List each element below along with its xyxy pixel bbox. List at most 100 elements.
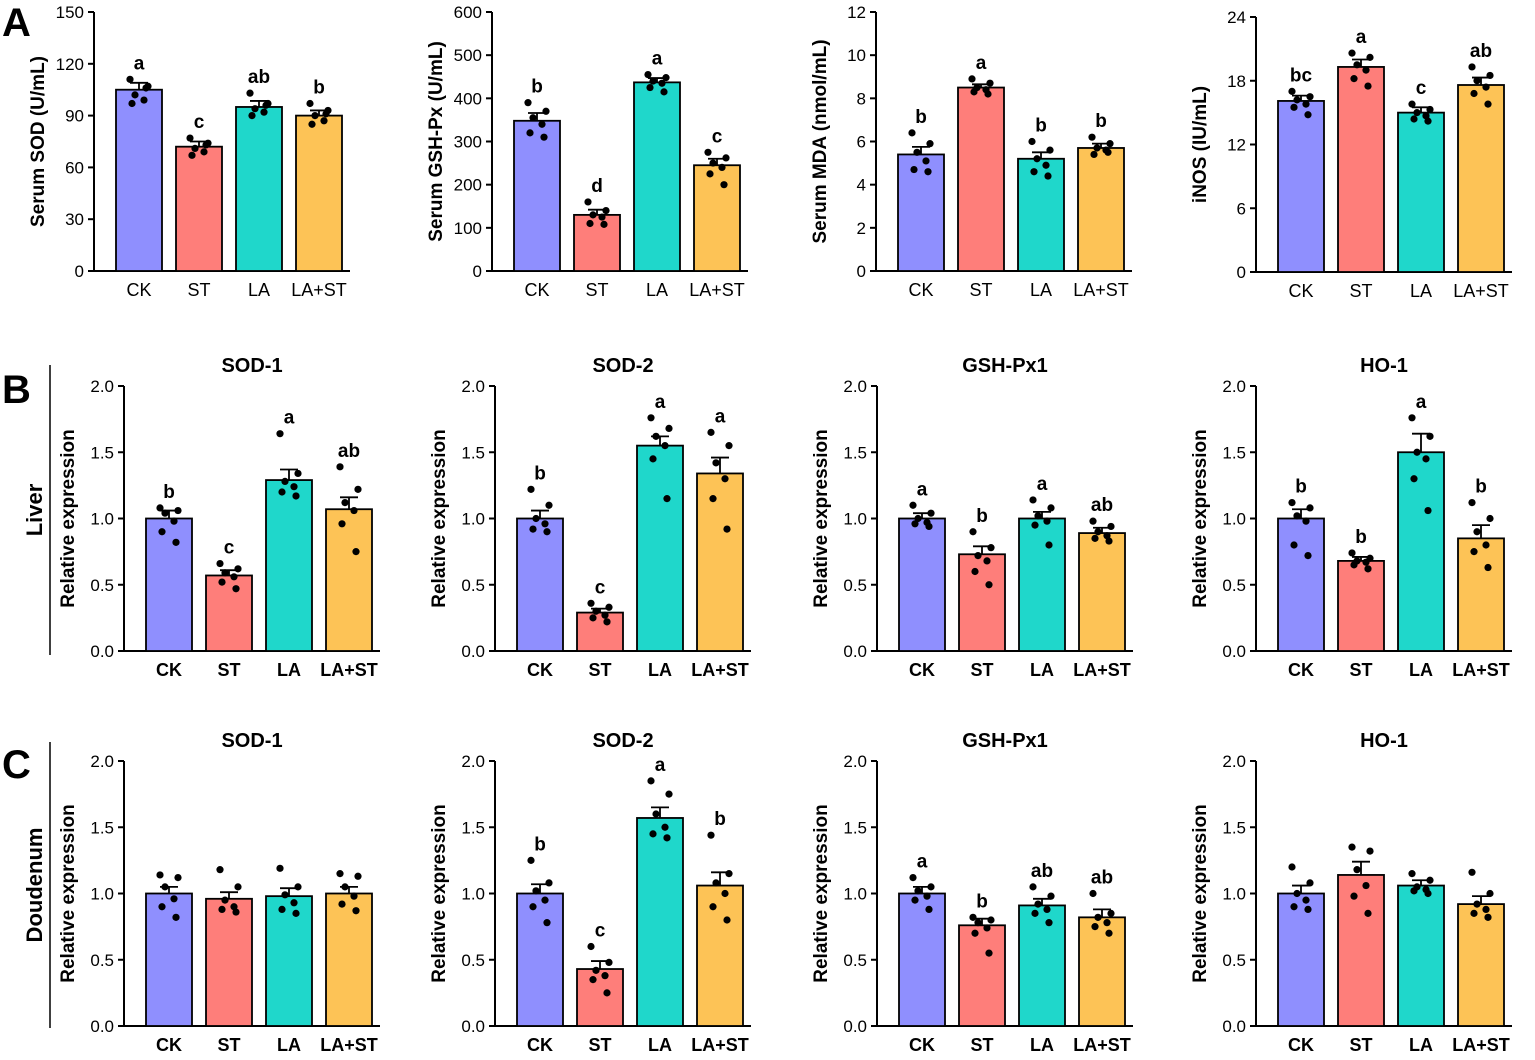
data-point xyxy=(526,129,534,137)
data-point xyxy=(908,129,916,137)
row-label-duodenum: Doudenum xyxy=(22,828,47,943)
data-point xyxy=(712,459,720,467)
bar-la-st xyxy=(325,508,373,652)
data-point xyxy=(1486,514,1494,523)
significance-letter: d xyxy=(591,176,603,197)
x-tick-label: CK xyxy=(1288,660,1314,680)
y-tick-label: 2.0 xyxy=(461,752,485,771)
data-point xyxy=(1288,863,1296,871)
significance-letter: ab xyxy=(1091,495,1113,516)
data-point xyxy=(1290,903,1298,911)
data-point xyxy=(1034,900,1042,908)
data-point xyxy=(1046,146,1054,154)
data-point xyxy=(251,105,259,113)
y-tick-label: 0.0 xyxy=(843,642,867,661)
significance-letter: b xyxy=(1355,527,1367,548)
data-point xyxy=(1089,889,1097,898)
bar-la-st xyxy=(1078,916,1126,1027)
data-point xyxy=(1033,155,1041,163)
data-point xyxy=(350,892,358,900)
y-tick-label: 8 xyxy=(857,89,866,108)
data-point xyxy=(974,919,982,927)
data-point xyxy=(1413,109,1421,117)
x-tick-label: CK xyxy=(909,1035,935,1055)
bar-st xyxy=(958,553,1006,652)
data-point xyxy=(529,114,537,122)
significance-letter: ab xyxy=(248,67,270,88)
data-point xyxy=(278,488,286,496)
data-point xyxy=(661,823,669,831)
data-point xyxy=(202,141,210,149)
data-point xyxy=(1413,448,1421,456)
data-point xyxy=(1043,517,1051,525)
bar-st xyxy=(1337,874,1385,1027)
data-point xyxy=(647,777,655,785)
y-tick-label: 2.0 xyxy=(461,377,485,396)
y-tick-label: 2 xyxy=(857,219,866,238)
data-point xyxy=(649,455,657,463)
data-point xyxy=(543,528,551,536)
chart-3: iNOS (IU/mL) 0 6 12 18 24 CK bc ST a LA c LA+ST ab xyxy=(1190,8,1512,301)
significance-letter: b xyxy=(1295,477,1307,498)
data-point xyxy=(984,90,992,98)
y-tick-label: 1.5 xyxy=(1222,443,1246,462)
data-point xyxy=(922,157,930,165)
data-point xyxy=(338,520,346,528)
y-tick-label: 1.0 xyxy=(461,885,485,904)
y-tick-label: 1.0 xyxy=(90,885,114,904)
bar-la-st xyxy=(1077,147,1125,272)
significance-letter: b xyxy=(915,107,927,128)
data-point xyxy=(1350,892,1358,900)
data-point xyxy=(601,611,609,619)
data-point xyxy=(336,870,344,878)
y-axis-label: Relative expression xyxy=(811,429,832,607)
bar-la xyxy=(265,479,313,652)
data-point xyxy=(1103,919,1111,927)
data-point xyxy=(603,989,611,997)
data-point xyxy=(721,475,729,483)
data-point xyxy=(1408,100,1416,108)
data-point xyxy=(603,618,611,626)
significance-letter: a xyxy=(1416,392,1427,413)
data-point xyxy=(909,501,917,509)
data-point xyxy=(589,976,597,984)
data-point xyxy=(1348,549,1356,557)
data-point xyxy=(1105,537,1113,545)
y-tick-label: 100 xyxy=(454,219,482,238)
x-tick-label: CK xyxy=(527,660,553,680)
x-tick-label: ST xyxy=(970,1035,993,1055)
significance-letter: b xyxy=(1095,111,1107,132)
data-point xyxy=(1424,506,1432,515)
x-tick-label: LA xyxy=(1409,660,1433,680)
data-point xyxy=(131,91,139,99)
data-point xyxy=(1047,504,1055,512)
significance-letter: ab xyxy=(1470,41,1492,62)
significance-letter: a xyxy=(652,49,663,70)
data-point xyxy=(725,442,733,450)
data-point xyxy=(1424,889,1432,898)
data-point xyxy=(658,79,666,87)
data-point xyxy=(987,916,995,924)
y-tick-label: 1.5 xyxy=(90,818,114,837)
data-point xyxy=(221,896,229,904)
y-tick-label: 400 xyxy=(454,89,482,108)
data-point xyxy=(128,99,136,108)
data-point xyxy=(1088,133,1096,141)
data-point xyxy=(1410,475,1418,483)
x-tick-label: CK xyxy=(524,280,549,300)
x-tick-label: ST xyxy=(970,660,993,680)
data-point xyxy=(1426,105,1434,114)
data-point xyxy=(924,168,932,176)
bar-la xyxy=(636,444,684,652)
data-point xyxy=(172,913,180,921)
data-point xyxy=(1045,919,1053,927)
y-tick-label: 6 xyxy=(1237,199,1246,218)
significance-letter: b xyxy=(163,482,175,503)
data-point xyxy=(969,913,977,921)
data-point xyxy=(704,148,712,156)
data-point xyxy=(1302,517,1310,525)
x-tick-label: CK xyxy=(126,280,151,300)
y-tick-label: 0.0 xyxy=(1222,642,1246,661)
y-tick-label: 0.0 xyxy=(1222,1017,1246,1036)
data-point xyxy=(188,151,196,159)
